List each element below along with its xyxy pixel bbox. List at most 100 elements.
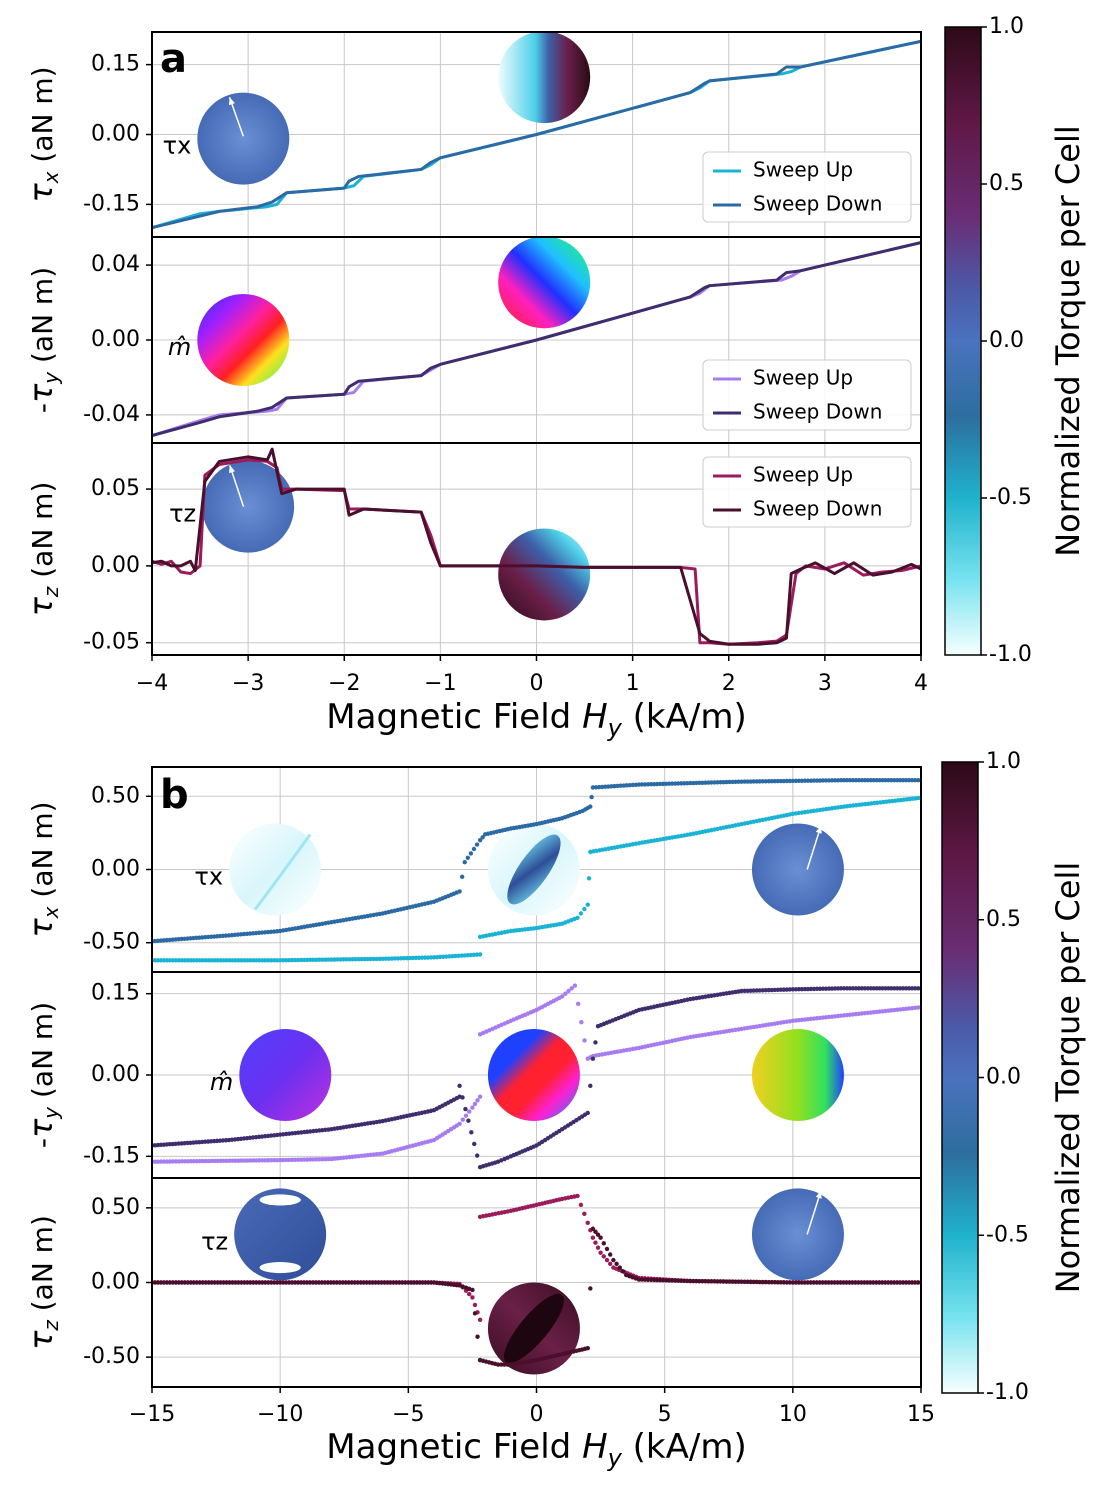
y-axis-label: τx (aN m) (22, 801, 63, 937)
data-point (463, 1113, 469, 1118)
data-point (588, 1083, 593, 1089)
data-point (474, 1153, 480, 1158)
data-point (475, 1334, 480, 1339)
legend: Sweep Up Sweep Down (702, 456, 912, 528)
colorbar-tick-label: -1.0 (986, 1380, 1029, 1405)
x-label-var: H (582, 1427, 608, 1467)
inset-streak (253, 833, 312, 911)
colorbar-tick-label: 0.5 (989, 171, 1024, 196)
y-tick-label: 0.00 (91, 327, 140, 352)
inset-label: τx (163, 132, 192, 160)
y-axis-label: -τy (aN m) (22, 1002, 63, 1148)
data-point (559, 994, 565, 999)
inset-highlight (259, 1194, 301, 1206)
colorbar-tick-label: -0.5 (986, 1222, 1029, 1247)
series-group (152, 777, 921, 963)
data-point (590, 1056, 596, 1061)
data-point (474, 842, 480, 847)
y-axis-label: τx (aN m) (22, 66, 63, 202)
inset-disk-fill (498, 236, 591, 329)
x-tick-label: −5 (392, 1402, 424, 1427)
data-point (588, 804, 593, 809)
y-tick-label: 0.04 (91, 252, 140, 277)
data-point (617, 1265, 623, 1270)
y-tick-label: 0.15 (91, 52, 140, 77)
y-tick-label: 0.50 (91, 783, 140, 808)
data-point (457, 1121, 462, 1126)
x-tick-label: 0 (530, 671, 544, 696)
data-point (601, 1241, 606, 1246)
inset-arrow (806, 1190, 822, 1235)
legend: Sweep Up Sweep Down (702, 151, 912, 223)
data-point (620, 1269, 626, 1274)
inset-disk-fill (202, 460, 295, 553)
data-point (601, 1254, 606, 1259)
colorbar-tick-label: 1.0 (989, 14, 1024, 39)
inset-disk-fill (197, 92, 290, 185)
x-label-prefix: Magnetic Field (326, 697, 582, 737)
data-point (502, 1362, 507, 1367)
colorbar-tick-label: 0.0 (989, 328, 1024, 353)
y-label-unit: (aN m) (26, 66, 59, 171)
x-tick-label: 3 (818, 671, 832, 696)
data-point (477, 838, 483, 843)
inset-label: m̂ (168, 333, 191, 361)
colorbar-tick-label: -1.0 (989, 642, 1032, 667)
inset-disk (234, 1188, 327, 1281)
data-point (499, 1362, 504, 1367)
inset-disk (751, 1029, 844, 1121)
data-point (611, 1257, 616, 1263)
inset-lens (503, 1293, 564, 1364)
x-label-unit: (kA/m) (622, 697, 747, 737)
data-point (578, 911, 584, 916)
x-tick-label: 10 (779, 1402, 807, 1427)
y-tick-label: -0.15 (83, 1143, 140, 1168)
y-label-sub: z (39, 586, 63, 598)
colorbar (941, 761, 979, 1394)
series-line-sweep-down (152, 39, 921, 230)
data-point (462, 859, 467, 865)
data-point (460, 1095, 465, 1100)
data-point (472, 1141, 477, 1147)
data-point (563, 991, 568, 996)
inset-disk-fill (751, 1188, 844, 1281)
arrow-head-icon (229, 97, 235, 106)
series-line-sweep-down (152, 241, 921, 437)
y-label-unit: (aN m) (26, 801, 59, 906)
data-point (465, 855, 471, 860)
data-point (575, 1001, 581, 1007)
data-point (598, 1250, 603, 1255)
series-group (152, 39, 921, 230)
data-point (468, 851, 474, 856)
data-point (582, 1038, 587, 1043)
inset-disk-fill (751, 1029, 844, 1121)
legend-label: Sweep Down (753, 192, 882, 216)
y-label-symbol: τ (22, 183, 60, 203)
series-line-sweep-down (152, 447, 921, 646)
data-point (469, 1130, 474, 1135)
legend-label: Sweep Up (753, 366, 853, 390)
inset-disk (487, 1282, 580, 1375)
y-tick-label: 0.00 (91, 553, 140, 578)
inset-disk (197, 92, 290, 185)
inset-label: τz (201, 1227, 228, 1255)
data-point (582, 1211, 587, 1217)
data-point (579, 1019, 584, 1025)
series-group (152, 1193, 921, 1367)
data-point (505, 1362, 510, 1367)
data-point (589, 794, 594, 800)
y-tick-label: 0.00 (91, 1270, 140, 1295)
x-axis-label: Magnetic Field Hy (kA/m) (326, 697, 746, 742)
x-tick-label: −3 (232, 671, 264, 696)
arrow-head-icon (229, 465, 236, 474)
colorbar-tick-label: 1.0 (986, 749, 1021, 774)
inset-disk-fill (239, 1029, 332, 1121)
x-tick-label: 2 (722, 671, 736, 696)
series-points-sweep-up (152, 983, 921, 1164)
y-label-sub: y (39, 371, 63, 385)
data-point (467, 1291, 472, 1297)
y-axis-label: -τy (aN m) (22, 267, 63, 413)
x-label-sub: y (607, 1444, 623, 1472)
inset-disk-fill (229, 823, 322, 916)
y-tick-label: -0.05 (83, 630, 140, 655)
